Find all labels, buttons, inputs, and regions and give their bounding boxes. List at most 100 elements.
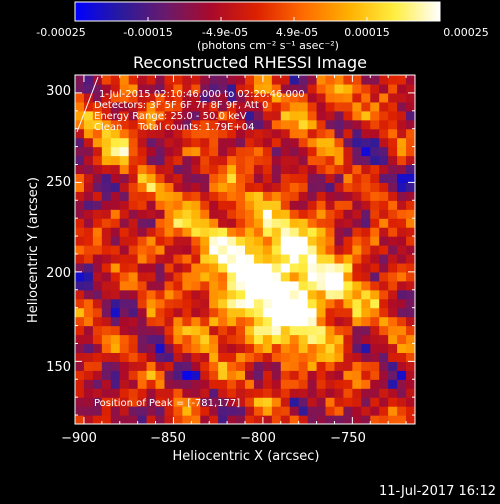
heatmap-cell (316, 343, 327, 354)
heatmap-cell (388, 307, 398, 318)
heatmap-cell (83, 173, 94, 183)
heatmap-cell (361, 343, 371, 354)
heatmap-cell (137, 191, 148, 201)
heatmap-cell (155, 271, 166, 282)
heatmap-cell (173, 388, 183, 398)
heatmap-cell (146, 271, 157, 282)
heatmap-cell (155, 370, 166, 380)
heatmap-cell (209, 280, 219, 291)
heatmap-cell (101, 406, 112, 416)
heatmap-cell (307, 307, 318, 318)
heatmap-cell (209, 119, 219, 130)
heatmap-cell (119, 209, 130, 219)
heatmap-cell (352, 352, 362, 362)
heatmap-cell (164, 227, 175, 237)
heatmap-cell (182, 406, 192, 416)
heatmap-cell (218, 173, 228, 183)
heatmap-cell (101, 92, 112, 103)
heatmap-cell (101, 316, 112, 327)
heatmap-cell (325, 361, 336, 371)
heatmap-cell (83, 316, 94, 327)
heatmap-cell (164, 397, 175, 407)
heatmap-cell (379, 182, 389, 192)
heatmap-cell (271, 101, 282, 112)
heatmap-cell (352, 83, 362, 94)
heatmap-cell (245, 352, 255, 362)
heatmap-cell (92, 155, 103, 166)
heatmap-cell (227, 209, 237, 219)
heatmap-cell (137, 218, 148, 228)
heatmap-cell (343, 227, 353, 237)
heatmap-cell (379, 298, 389, 309)
heatmap-cell (191, 370, 201, 380)
heatmap-cell (155, 334, 166, 345)
heatmap-cell (164, 352, 175, 362)
heatmap-cell (262, 280, 273, 291)
heatmap-cell (289, 262, 300, 273)
heatmap-cell (75, 164, 85, 175)
heatmap-cell (137, 298, 148, 309)
heatmap-cell (397, 397, 407, 407)
heatmap-cell (218, 280, 228, 291)
heatmap-cell (218, 388, 228, 398)
heatmap-cell (253, 83, 264, 94)
heatmap-cell (271, 397, 282, 407)
heatmap-cell (146, 155, 157, 166)
heatmap-cell (92, 218, 103, 228)
heatmap-cell (209, 253, 219, 264)
heatmap-cell (128, 227, 139, 237)
heatmap-cell (75, 137, 85, 148)
heatmap-cell (83, 307, 94, 318)
heatmap-cell (280, 164, 291, 175)
heatmap-cell (173, 137, 183, 148)
heatmap-cell (343, 415, 353, 424)
heatmap-cell (406, 227, 415, 237)
heatmap-cell (379, 137, 389, 148)
heatmap-cell (379, 343, 389, 354)
heatmap-cell (191, 245, 201, 255)
heatmap-cell (388, 209, 398, 219)
heatmap-cell (316, 361, 327, 371)
heatmap-cell (325, 415, 336, 424)
heatmap-cell (218, 191, 228, 201)
heatmap-cell (200, 245, 210, 255)
heatmap-cell (245, 191, 255, 201)
heatmap-cell (406, 164, 415, 175)
heatmap-cell (334, 227, 345, 237)
heatmap-cell (101, 415, 112, 424)
heatmap-cell (307, 209, 318, 219)
heatmap-cell (334, 379, 345, 389)
heatmap-cell (137, 406, 148, 416)
heatmap-cell (298, 155, 309, 166)
heatmap-cell (110, 119, 121, 130)
heatmap-cell (173, 352, 183, 362)
heatmap-cell (361, 75, 371, 85)
heatmap-cell (236, 271, 246, 282)
heatmap-cell (200, 200, 210, 210)
heatmap-cell (119, 343, 130, 354)
heatmap-cell (307, 415, 318, 424)
heatmap-cell (379, 307, 389, 318)
heatmap-cell (227, 173, 237, 183)
heatmap-cell (397, 110, 407, 121)
heatmap-cell (182, 110, 192, 121)
heatmap-cell (146, 325, 157, 336)
heatmap-cell (245, 271, 255, 282)
heatmap-cell (128, 128, 139, 139)
heatmap-cell (128, 307, 139, 318)
heatmap-cell (218, 271, 228, 282)
heatmap-cell (280, 155, 291, 166)
heatmap-cell (119, 92, 130, 103)
heatmap-cell (236, 101, 246, 112)
heatmap-cell (155, 75, 166, 85)
heatmap-cell (155, 164, 166, 175)
heatmap-cell (352, 298, 362, 309)
heatmap-cell (361, 191, 371, 201)
heatmap-cell (352, 182, 362, 192)
heatmap-cell (110, 182, 121, 192)
heatmap-cell (307, 245, 318, 255)
heatmap-cell (262, 227, 273, 237)
heatmap-cell (128, 218, 139, 228)
heatmap-cell (271, 75, 282, 85)
heatmap-cell (209, 101, 219, 112)
